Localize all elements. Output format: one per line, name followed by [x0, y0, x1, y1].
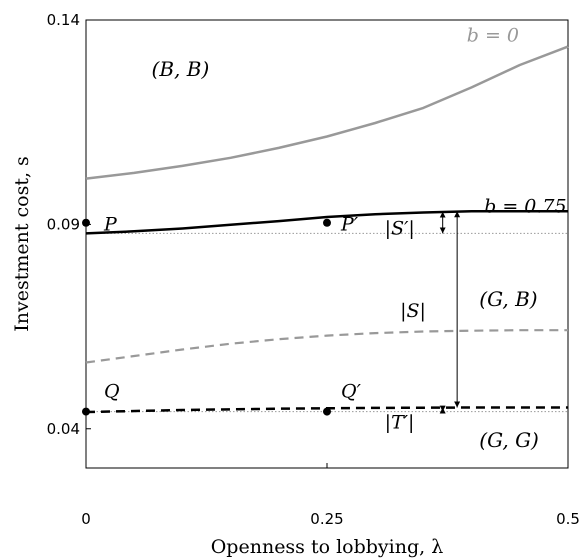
point-p-label: P [103, 214, 118, 236]
bracket-s-label: |S| [400, 300, 426, 322]
y-tick-label: 0.09 [47, 215, 80, 233]
points [82, 218, 331, 416]
x-tick-label: 0.5 [556, 510, 580, 528]
curve-label-b075: b = 0.75 [484, 196, 566, 218]
region-label-gb: (G, B) [479, 287, 537, 311]
y-tick-label: 0.14 [47, 11, 80, 29]
x-tick-label: 0 [81, 510, 91, 528]
point-q-prime [323, 407, 331, 416]
point-p [82, 218, 90, 227]
curve-label-b0: b = 0 [467, 24, 519, 46]
brackets [439, 211, 461, 414]
bracket-t-prime-label: |T′| [385, 411, 415, 433]
y-axis-title: Investment cost, s [11, 156, 33, 332]
point-q-label: Q [104, 381, 120, 403]
labels: P P′ Q Q′ |S′| |S| |T′| (B, B) (G, B) (G, G) b = 0… [103, 24, 567, 452]
plot-area [85, 19, 569, 469]
point-p-prime [323, 218, 331, 227]
point-q-prime-label: Q′ [341, 381, 362, 403]
y-tick-label: 0.04 [47, 420, 80, 438]
x-axis-title: Openness to lobbying, λ [211, 536, 444, 558]
series-b0-line [85, 45, 569, 180]
bracket-s-prime-label: |S′| [385, 218, 415, 240]
x-tick-label: 0.25 [310, 510, 343, 528]
series-gb-boundary-line [85, 329, 568, 364]
ticks: 0 0.25 0.5 0.04 0.09 0.14 [47, 11, 580, 528]
series-b075-line [85, 210, 568, 235]
point-q [82, 407, 90, 416]
region-label-gg: (G, G) [479, 428, 539, 452]
region-label-bb: (B, B) [152, 57, 210, 81]
point-p-prime-label: P′ [340, 214, 359, 236]
